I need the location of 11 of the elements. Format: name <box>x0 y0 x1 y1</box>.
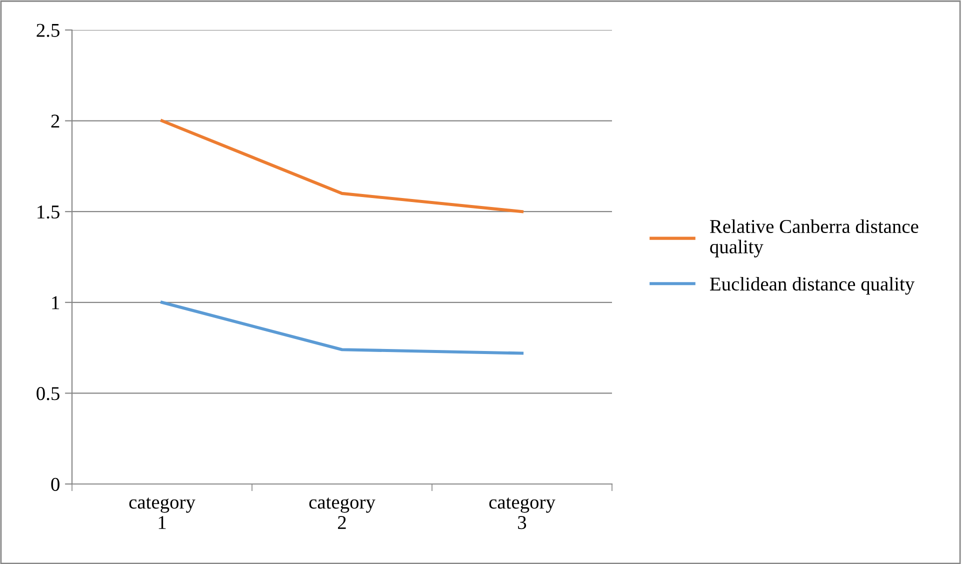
y-tick-label: 2 <box>51 114 60 128</box>
y-tick-label: 1.5 <box>38 206 60 219</box>
x-tick-label: category 1 <box>129 498 196 529</box>
legend-label: Relative Canberra distance quality <box>710 219 918 258</box>
y-tick-label: 1 <box>52 296 60 310</box>
y-tick-label: 0 <box>51 478 60 491</box>
x-tick-label: category 3 <box>489 498 556 530</box>
y-tick-label: 2.5 <box>36 24 60 38</box>
x-tick-label: category 2 <box>309 498 376 529</box>
y-tick-label: 0.5 <box>36 387 60 400</box>
legend-label: Euclidean distance quality <box>710 276 915 295</box>
